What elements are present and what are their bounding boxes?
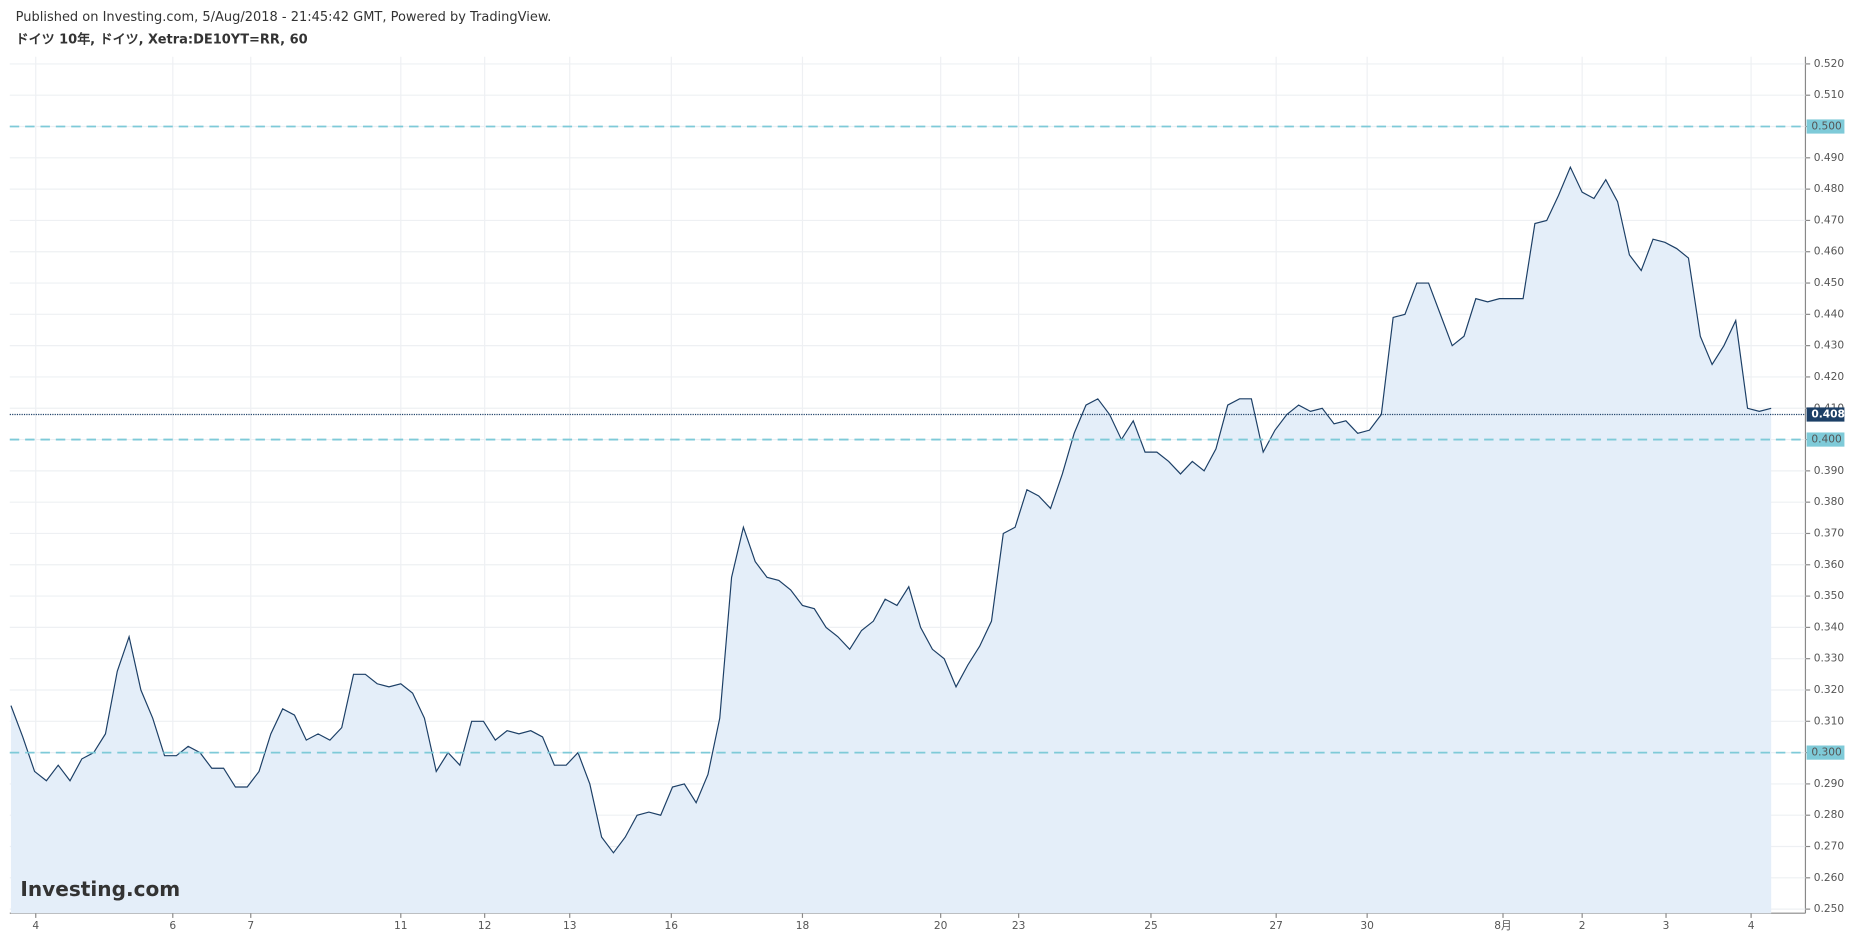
x-tick-label: 23 [1012,919,1026,932]
y-tick-label: 0.260 [1814,871,1845,884]
y-tick-label: 0.450 [1814,276,1845,289]
watermark: Investing.com [20,877,180,901]
y-tick-label: 0.310 [1814,714,1845,727]
level-badge [1806,119,1845,134]
x-tick-label: 16 [665,919,679,932]
x-tick-label: 20 [934,919,948,932]
plot [10,165,1772,914]
header: Published on Investing.com, 5/Aug/2018 -… [16,10,552,25]
y-tick-label: 0.350 [1814,589,1845,602]
x-tick-label: 30 [1360,919,1374,932]
y-tick-label: 0.460 [1814,245,1845,258]
y-tick-label: 0.290 [1814,777,1845,790]
area-fill [10,167,1772,914]
last-value-label: 0.408 [1811,408,1845,421]
y-tick-label: 0.360 [1814,558,1845,571]
y-tick-label: 0.470 [1814,213,1845,226]
y-tick-label: 0.420 [1814,370,1845,383]
x-tick-label: 27 [1269,919,1283,932]
x-tick-label: 7 [247,919,254,932]
x-tick-label: 6 [169,919,176,932]
x-tick-label: 4 [32,919,39,932]
line [10,165,1772,854]
y-tick-label: 0.330 [1814,652,1845,665]
last-value-badge [1806,407,1845,422]
x-tick-label: 13 [563,919,577,932]
x-tick-label: 25 [1144,919,1158,932]
level-label: 0.400 [1811,433,1842,446]
x-tick-label: 11 [394,919,408,932]
x-tick-label: 2 [1579,919,1586,932]
y-tick-label: 0.510 [1814,88,1845,101]
x-tick-label: 3 [1663,919,1670,932]
y-tick-label: 0.390 [1814,464,1845,477]
chart-title: ドイツ 10年, ドイツ, Xetra:DE10YT=RR, 60 [16,32,308,48]
x-tick-label: 12 [478,919,492,932]
y-tick-label: 0.480 [1814,182,1845,195]
y-tick-label: 0.490 [1814,151,1845,164]
y-tick-label: 0.370 [1814,526,1845,539]
x-tick-label: 4 [1748,919,1755,932]
y-tick-label: 0.280 [1814,808,1845,821]
x-tick-label: 18 [796,919,810,932]
y-tick-label: 0.430 [1814,339,1845,352]
level-label: 0.300 [1811,746,1842,759]
level-badge [1806,432,1845,447]
y-tick-label: 0.440 [1814,307,1845,320]
y-tick-label: 0.270 [1814,840,1845,853]
level-label: 0.500 [1811,120,1842,133]
y-tick-label: 0.340 [1814,620,1845,633]
level-badge [1806,745,1845,760]
y-tick-label: 0.320 [1814,683,1845,696]
y-tick-label: 0.250 [1814,902,1845,915]
x-tick-label: 8月 [1494,919,1511,932]
y-tick-label: 0.380 [1814,495,1845,508]
y-tick-label: 0.520 [1814,57,1845,70]
